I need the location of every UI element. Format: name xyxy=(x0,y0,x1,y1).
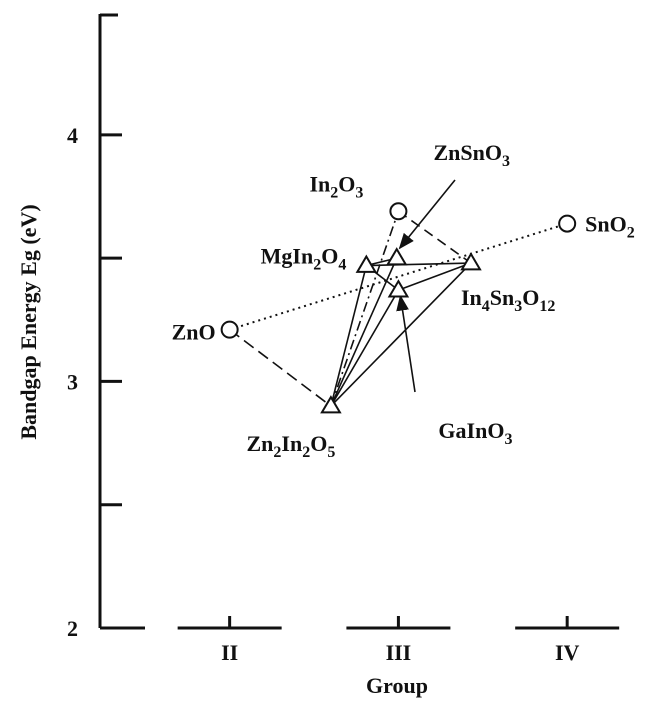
x-tick-label: III xyxy=(386,640,412,665)
point-label: In4Sn3O12 xyxy=(461,285,555,315)
point xyxy=(222,322,238,338)
point xyxy=(389,281,407,296)
point-label: ZnSnO3 xyxy=(433,140,509,170)
point xyxy=(559,216,575,232)
connector xyxy=(230,330,331,406)
point-label: ZnO xyxy=(172,320,216,345)
point-label: SnO2 xyxy=(585,212,635,242)
y-tick-label: 4 xyxy=(67,123,78,148)
y-tick-label: 2 xyxy=(67,616,78,641)
point-label: GaInO3 xyxy=(438,418,512,448)
point-label: MgIn2O4 xyxy=(261,244,347,274)
x-axis-title: Group xyxy=(366,673,428,698)
x-tick-label: II xyxy=(221,640,238,665)
y-tick-label: 3 xyxy=(67,369,78,394)
y-axis-title: Bandgap Energy Eg (eV) xyxy=(16,204,41,439)
arrow xyxy=(400,180,455,248)
point-label: In2O3 xyxy=(309,171,363,201)
arrow xyxy=(400,296,415,392)
connector xyxy=(366,263,471,265)
chart: Group Bandgap Energy Eg (eV) 234IIIIIIVZ… xyxy=(0,0,660,705)
point xyxy=(390,203,406,219)
point xyxy=(388,249,406,264)
connector xyxy=(331,266,366,407)
x-tick-label: IV xyxy=(555,640,580,665)
point-label: Zn2In2O5 xyxy=(246,431,335,461)
